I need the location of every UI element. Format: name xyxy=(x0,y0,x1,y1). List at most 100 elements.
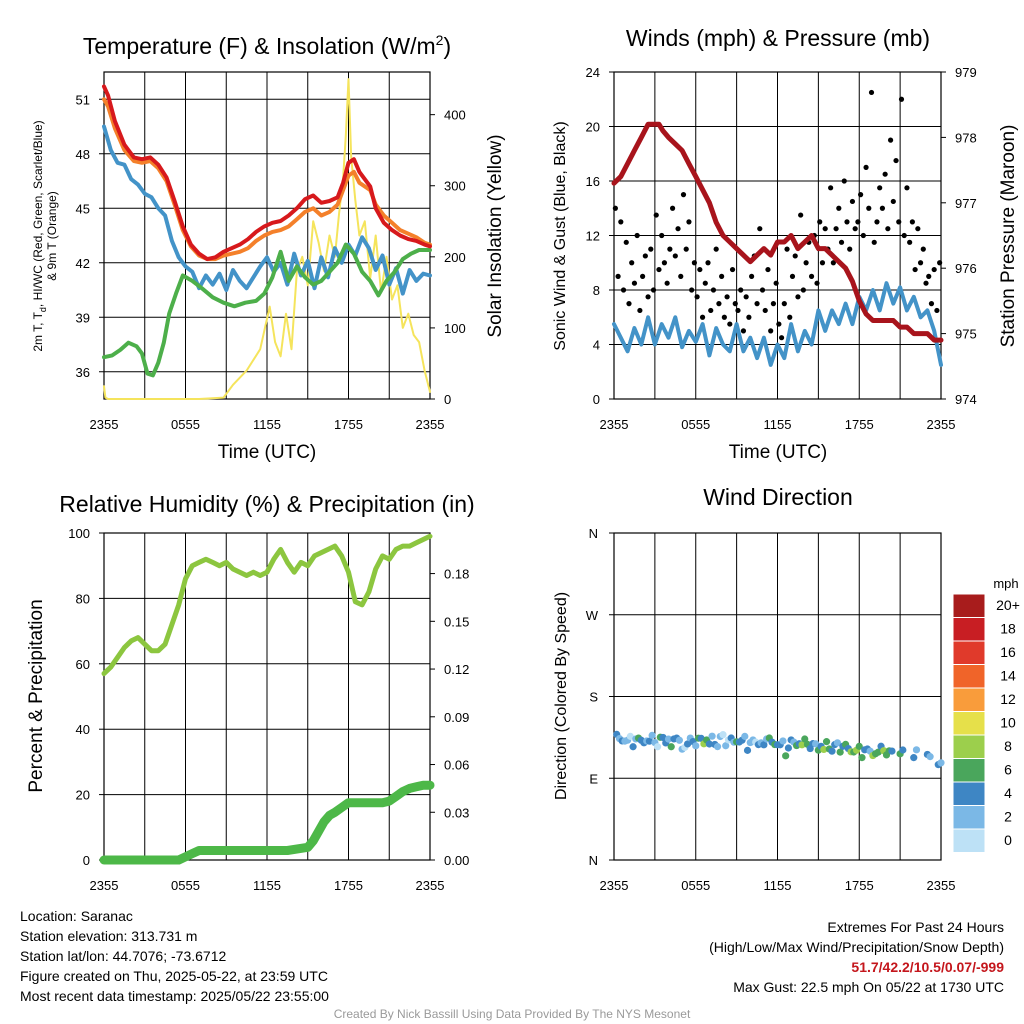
dir-xtick-label: 2355 xyxy=(600,878,629,893)
credit-text: Created By Nick Bassill Using Data Provi… xyxy=(333,1007,691,1021)
gust-point xyxy=(618,219,624,225)
extremes-info: Extremes For Past 24 Hours (High/Low/Max… xyxy=(709,917,1004,997)
temp-xtick-label: 1755 xyxy=(334,417,363,432)
direction-point xyxy=(664,735,673,743)
direction-point xyxy=(822,738,831,746)
colorbar-label: 2 xyxy=(1004,809,1012,825)
wind-ytick-label: 0 xyxy=(593,392,600,407)
gust-point xyxy=(858,192,864,198)
colorbar-swatch xyxy=(952,805,986,830)
gust-point xyxy=(699,314,706,320)
dir-title: Wind Direction xyxy=(703,484,853,510)
rh-xtick-label: 1155 xyxy=(253,878,281,893)
colorbar-label: 4 xyxy=(1004,785,1012,801)
gust-point xyxy=(787,314,793,320)
rh-series-relative-humidity xyxy=(101,533,433,677)
wind-ytick-label-right: 976 xyxy=(955,261,977,276)
rh-frame xyxy=(103,532,431,861)
gust-point xyxy=(784,246,790,252)
gust-point xyxy=(672,253,678,259)
gust-point xyxy=(795,294,801,300)
gust-point xyxy=(833,226,839,232)
direction-point xyxy=(659,733,667,742)
gust-point xyxy=(871,239,877,245)
wind-ytick-label-right: 977 xyxy=(955,196,977,211)
wind-ylabel: Sonic Wind & Gust (Blue, Black) xyxy=(552,121,569,350)
rh-ytick-label: 40 xyxy=(76,722,90,737)
gust-point xyxy=(822,226,828,232)
wind-xtick-label: 0555 xyxy=(681,417,710,432)
temp-ytick-label: 45 xyxy=(76,201,90,216)
gust-point xyxy=(705,260,711,266)
gust-point xyxy=(637,307,643,314)
gust-point xyxy=(808,273,815,279)
gust-point xyxy=(732,301,738,307)
dir-ytick-label: W xyxy=(586,608,599,623)
temp-ytick-label: 42 xyxy=(76,256,90,271)
temp-xtick-label: 1155 xyxy=(253,417,281,432)
gust-point xyxy=(860,232,866,239)
direction-point xyxy=(836,748,844,756)
direction-point xyxy=(722,742,730,750)
colorbar-swatch xyxy=(952,617,986,642)
direction-point xyxy=(667,743,675,751)
colorbar-title: mph xyxy=(993,576,1018,591)
colorbar-label: 16 xyxy=(1000,644,1016,660)
direction-point xyxy=(937,759,945,767)
rh-xtick-label: 1755 xyxy=(334,878,363,893)
wind-ytick-label: 16 xyxy=(586,174,600,189)
gust-point xyxy=(765,266,771,273)
rh-ytick-label: 80 xyxy=(76,591,90,606)
gust-point xyxy=(743,294,749,300)
rh-ytick-label: 60 xyxy=(76,657,90,672)
direction-point xyxy=(784,744,793,752)
gust-point xyxy=(915,226,921,232)
rh-xtick-label: 2355 xyxy=(90,878,119,893)
gust-point xyxy=(849,198,856,205)
gust-point xyxy=(686,219,692,225)
direction-point xyxy=(820,745,828,754)
wind-ytick-label: 24 xyxy=(586,65,600,80)
dir-xtick-label: 1755 xyxy=(845,878,874,893)
direction-point xyxy=(708,732,716,740)
colorbar-label: 18 xyxy=(1000,621,1016,637)
wind-ytick-label: 8 xyxy=(593,283,600,298)
gust-point xyxy=(659,232,665,239)
gust-point xyxy=(620,287,627,293)
temp-series-red xyxy=(102,84,432,262)
gust-point xyxy=(934,307,940,314)
colorbar-swatch xyxy=(952,593,986,618)
direction-point xyxy=(741,732,749,740)
wind-ytick-label-right: 978 xyxy=(955,130,977,145)
temp-ytick-label-right: 200 xyxy=(444,250,466,265)
gust-point xyxy=(770,301,777,307)
gust-point xyxy=(885,226,891,232)
wind-title: Winds (mph) & Pressure (mb) xyxy=(626,25,930,51)
temp-ytick-label: 51 xyxy=(76,92,90,107)
direction-point xyxy=(692,742,700,750)
gust-point xyxy=(710,287,717,293)
gust-point xyxy=(877,185,883,191)
gust-point xyxy=(928,301,935,307)
gust-point xyxy=(724,294,730,300)
gust-point xyxy=(920,246,926,252)
gust-point xyxy=(781,301,787,307)
wind-xtick-label: 2355 xyxy=(927,417,956,432)
wind-xlabel: Time (UTC) xyxy=(729,442,828,463)
gust-point xyxy=(817,219,823,225)
colorbar-label: 12 xyxy=(1000,691,1016,707)
direction-point xyxy=(812,740,820,748)
extremes-subtitle: (High/Low/Max Wind/Precipitation/Snow De… xyxy=(709,939,1004,955)
rh-ytick-label-right: 0.15 xyxy=(444,614,469,629)
gust-point xyxy=(716,301,722,307)
colorbar-swatch xyxy=(952,758,986,783)
gust-point xyxy=(904,185,910,191)
gust-point xyxy=(694,294,700,300)
temp-xtick-label: 2355 xyxy=(416,417,445,432)
gust-point xyxy=(757,226,763,232)
gust-point xyxy=(803,260,809,266)
elevation-text: Station elevation: 313.731 m xyxy=(20,928,198,944)
temp-series-yellow xyxy=(103,78,431,400)
gust-point xyxy=(683,246,689,252)
temp-series-blue xyxy=(102,124,432,296)
